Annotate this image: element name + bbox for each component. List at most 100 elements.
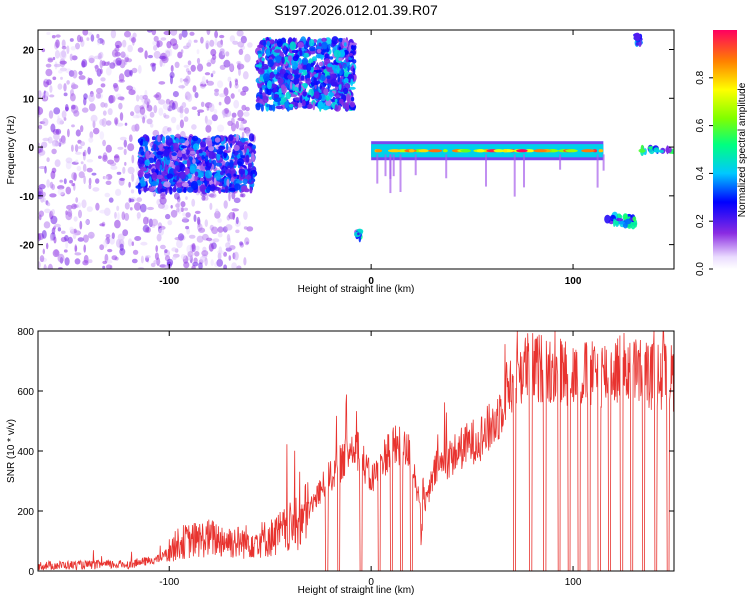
spectrogram-cell: [166, 258, 174, 267]
spectrogram-cell: [117, 233, 125, 241]
y-tick-label: 0: [28, 567, 34, 578]
spectrogram-cell: [73, 216, 78, 222]
spectrogram-cell: [214, 30, 219, 39]
spectrogram-cell: [78, 146, 83, 149]
spectrogram-cell: [102, 260, 108, 265]
spectrogram-cell: [158, 81, 166, 85]
spectrogram-cell: [223, 251, 228, 257]
spectrogram-cell: [226, 234, 231, 242]
spectrogram-cell: [217, 252, 222, 260]
spectrogram-cell: [211, 226, 219, 235]
spectrogram-cell: [357, 232, 360, 236]
spectrogram-cell: [320, 54, 324, 60]
spectrogram-cell: [250, 152, 255, 162]
spectrogram-cell: [67, 128, 70, 138]
spectrogram-cell: [320, 74, 326, 82]
spectrogram-cell: [163, 114, 170, 119]
spectrogram-cell: [104, 207, 111, 216]
spectrogram-cell: [301, 100, 306, 107]
spectrogram-cell: [170, 116, 177, 124]
spectrogram-cell: [352, 59, 357, 64]
spectrogram-cell: [101, 39, 105, 46]
spectrogram-cell: [206, 237, 213, 242]
spectrogram-cell: [231, 112, 237, 118]
spectrogram-cell: [282, 49, 286, 54]
carrier-spur: [602, 154, 605, 171]
spectrogram-cell: [210, 48, 217, 57]
colorbar-tick-label: 0.0: [695, 262, 706, 276]
spectrogram-cell: [100, 77, 106, 82]
spectrogram-cell: [292, 55, 299, 62]
spectrogram-cell: [213, 177, 217, 185]
spectrogram-cell: [119, 243, 124, 251]
spectrogram-cell: [174, 161, 179, 167]
spectrogram-cell: [308, 88, 315, 97]
colorbar-label: Normalized spectral amplitude: [737, 82, 748, 217]
spectrogram-cell: [108, 95, 116, 103]
spectrogram-cell: [260, 94, 263, 99]
spectrogram-cell: [218, 101, 222, 106]
spectrogram-cell: [262, 95, 269, 103]
spectrogram-cell: [279, 98, 285, 105]
spectrogram-cell: [99, 209, 107, 214]
spectrogram-cell: [225, 51, 230, 57]
spectrogram-cell: [274, 49, 282, 53]
spectrogram-cell: [237, 158, 245, 167]
spectrogram-cell: [49, 234, 53, 242]
spectrogram-cell: [219, 93, 226, 98]
spectrogram-cell: [51, 35, 56, 39]
carrier-peak: [442, 149, 448, 153]
spectrogram-cell: [180, 207, 184, 213]
spectrogram-cell: [225, 242, 231, 249]
colorbar: 0.0 0.2 0.4 0.6 0.8 Normalized spectral ampl…: [695, 30, 748, 276]
spectrogram-cell: [232, 40, 239, 45]
spectrogram-cell: [44, 208, 51, 214]
spectrogram-cell: [153, 155, 157, 163]
spectrogram-cell: [220, 171, 224, 176]
spectrogram-cell: [117, 146, 124, 150]
spectrogram-cell: [259, 87, 263, 95]
spectrogram-cell: [57, 83, 63, 90]
spectrogram-cell: [273, 69, 278, 75]
spectrogram-cell: [47, 58, 54, 63]
carrier-spur: [513, 154, 516, 197]
spectrogram-cell: [222, 109, 226, 119]
spectrogram-cell: [206, 186, 211, 194]
spectrogram-cell: [73, 228, 77, 234]
spectrogram-cell: [88, 93, 95, 103]
spectrogram-cell: [153, 141, 158, 145]
spectrogram-cell: [99, 59, 104, 69]
spectrogram-cell: [117, 96, 125, 101]
spectrogram-cell: [57, 253, 65, 263]
spectrogram-cell: [88, 184, 92, 190]
spectrogram-cell: [217, 232, 223, 238]
spectrogram-cell: [287, 74, 293, 80]
spectrogram-cell: [294, 101, 298, 108]
spectrogram-cell: [263, 40, 267, 48]
spectrogram-cell: [204, 219, 208, 228]
spectrogram-cell: [83, 93, 88, 100]
spectrogram-cell: [65, 157, 73, 164]
spectrogram-cell: [61, 49, 67, 58]
spectrogram-cell: [243, 226, 248, 230]
spectrogram-cell: [194, 251, 200, 257]
spectrogram-cell: [300, 75, 305, 81]
spectrogram-cell: [196, 63, 204, 72]
spectrogram-cell: [191, 124, 197, 130]
spectrogram-feature: [135, 133, 258, 195]
y-tick-label: -20: [20, 241, 35, 252]
spectrogram-cell: [153, 144, 157, 151]
spectrogram-cell: [316, 48, 322, 54]
y-tick-label: 800: [17, 327, 34, 338]
spectrogram-cell: [209, 103, 215, 113]
spectrogram-cell: [213, 108, 218, 115]
spectrogram-feature: [354, 228, 364, 243]
spectrogram-cell: [134, 104, 142, 114]
spectrogram-cell: [245, 154, 250, 163]
spectrogram-cell: [239, 241, 244, 246]
carrier-peak: [565, 149, 578, 153]
spectrogram-cell: [176, 124, 181, 131]
spectrogram-cell: [38, 147, 42, 154]
spectrogram-cell: [206, 80, 214, 86]
colorbar-gradient: [713, 30, 737, 269]
